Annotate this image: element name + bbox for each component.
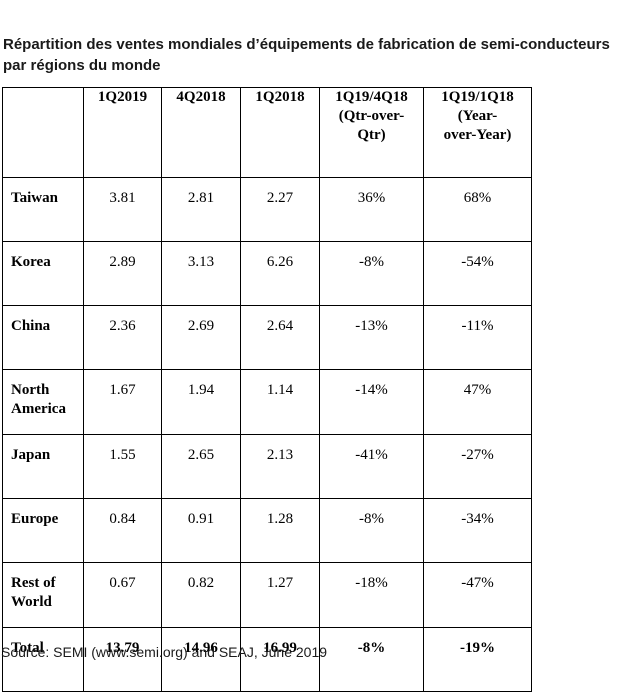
- data-cell: 3.13: [161, 241, 241, 306]
- cell-text: (Year-: [457, 108, 498, 124]
- row-label: Rest of World: [2, 562, 84, 628]
- table-header-row: 1Q2019 4Q2018 1Q2018 1Q19/4Q18 (Qtr-over- Qtr…: [2, 87, 532, 178]
- cell-text: Korea: [11, 254, 51, 270]
- row-label: China: [2, 305, 84, 370]
- data-cell: 2.27: [240, 177, 320, 242]
- table-title: Répartition des ventes mondiales d’équip…: [3, 36, 610, 74]
- data-cell: -8%: [319, 498, 424, 563]
- cell-text: Japan: [11, 447, 51, 463]
- data-cell: 2.81: [161, 177, 241, 242]
- data-cell: 2.64: [240, 305, 320, 370]
- cell-text: 4Q2018: [176, 89, 226, 105]
- data-cell: 47%: [423, 369, 532, 435]
- cell-text: World: [11, 594, 52, 610]
- cell-text: Europe: [11, 511, 59, 527]
- data-cell: 3.81: [83, 177, 162, 242]
- column-header: 1Q2018: [240, 87, 320, 178]
- data-cell: 0.82: [161, 562, 241, 628]
- column-header: 4Q2018: [161, 87, 241, 178]
- data-cell: -8%: [319, 627, 424, 692]
- cell-text: America: [11, 401, 66, 417]
- data-cell: 0.91: [161, 498, 241, 563]
- data-cell: 1.55: [83, 434, 162, 499]
- data-cell: 1.67: [83, 369, 162, 435]
- table-row: Rest of World 0.67 0.82 1.27 -18% -47%: [2, 562, 532, 628]
- table-row: China 2.36 2.69 2.64 -13% -11%: [2, 305, 532, 370]
- cell-text: (Qtr-over-: [338, 108, 405, 124]
- cell-text: Total: [11, 640, 44, 656]
- table-row: Korea 2.89 3.13 6.26 -8% -54%: [2, 241, 532, 306]
- data-cell: 0.67: [83, 562, 162, 628]
- column-header: 1Q2019: [83, 87, 162, 178]
- row-label: Japan: [2, 434, 84, 499]
- column-header: [2, 87, 84, 178]
- data-cell: -54%: [423, 241, 532, 306]
- data-cell: -41%: [319, 434, 424, 499]
- column-header: 1Q19/1Q18 (Year-over-Year): [423, 87, 532, 178]
- data-cell: -11%: [423, 305, 532, 370]
- row-label: Taiwan: [2, 177, 84, 242]
- table-row: Europe 0.84 0.91 1.28 -8% -34%: [2, 498, 532, 563]
- data-cell: 2.69: [161, 305, 241, 370]
- cell-text: 1Q2018: [255, 89, 305, 105]
- data-cell: -13%: [319, 305, 424, 370]
- cell-text: 1Q2019: [97, 89, 148, 105]
- data-cell: 1.28: [240, 498, 320, 563]
- cell-text: North: [11, 382, 50, 398]
- data-cell: 68%: [423, 177, 532, 242]
- data-cell: 2.13: [240, 434, 320, 499]
- row-label: North America: [2, 369, 84, 435]
- column-header: 1Q19/4Q18 (Qtr-over- Qtr): [319, 87, 424, 178]
- sales-table: 1Q2019 4Q2018 1Q2018 1Q19/4Q18 (Qtr-over- Qtr…: [2, 87, 532, 692]
- data-cell: 2.36: [83, 305, 162, 370]
- data-cell: -34%: [423, 498, 532, 563]
- data-cell: -18%: [319, 562, 424, 628]
- cell-text: China: [11, 318, 51, 334]
- data-cell: -19%: [423, 627, 532, 692]
- row-label: Korea: [2, 241, 84, 306]
- data-cell: 36%: [319, 177, 424, 242]
- data-cell: 1.14: [240, 369, 320, 435]
- data-cell: -27%: [423, 434, 532, 499]
- cell-text: 1Q19/1Q18: [441, 89, 514, 105]
- data-cell: -14%: [319, 369, 424, 435]
- data-cell: 2.65: [161, 434, 241, 499]
- cell-text: Taiwan: [11, 190, 58, 206]
- data-cell: 1.27: [240, 562, 320, 628]
- cell-text: Rest of: [11, 575, 56, 591]
- data-cell: 2.89: [83, 241, 162, 306]
- cell-text: 1Q19/4Q18: [335, 89, 408, 105]
- data-cell: -47%: [423, 562, 532, 628]
- source-note: Source: SEMI (www.semi.org) and SEAJ, Ju…: [1, 644, 328, 660]
- data-cell: 6.26: [240, 241, 320, 306]
- cell-text: over-Year): [443, 127, 512, 143]
- table-row: North America 1.67 1.94 1.14 -14% 47%: [2, 369, 532, 435]
- data-cell: -8%: [319, 241, 424, 306]
- table-row: Taiwan 3.81 2.81 2.27 36% 68%: [2, 177, 532, 242]
- table-body: Taiwan 3.81 2.81 2.27 36% 68% Korea 2.89 3.13 6.2…: [2, 177, 532, 692]
- data-cell: 0.84: [83, 498, 162, 563]
- row-label: Europe: [2, 498, 84, 563]
- table-row: Japan 1.55 2.65 2.13 -41% -27%: [2, 434, 532, 499]
- data-cell: 1.94: [161, 369, 241, 435]
- cell-text: Qtr): [357, 127, 386, 143]
